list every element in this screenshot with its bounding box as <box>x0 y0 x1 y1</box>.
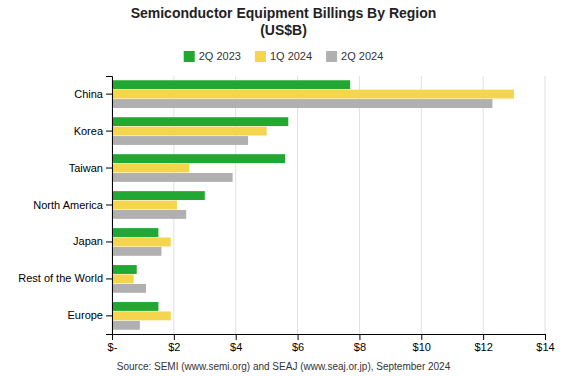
y-tick: China <box>74 88 112 100</box>
tick-mark <box>106 278 112 279</box>
chart-svg: $- $2 $4 $6 $8 $10 $12 $14 China Korea Taiwan North… <box>0 0 567 376</box>
bar <box>112 302 158 311</box>
y-tick: Korea <box>74 125 112 137</box>
chart-container: $- $2 $4 $6 $8 $10 $12 $14 China Korea Taiwan North… <box>0 0 567 376</box>
x-tick: $10 <box>413 334 431 353</box>
legend-swatch <box>255 51 266 62</box>
tick-mark <box>421 334 422 340</box>
bar <box>112 127 267 136</box>
tick-label: China <box>74 88 104 100</box>
title: Semiconductor Equipment Billings By Regi… <box>131 5 437 38</box>
bar-series <box>112 80 350 311</box>
x-axis: $- $2 $4 $6 $8 $10 $12 $14 <box>108 334 555 353</box>
tick-label: $2 <box>168 341 180 353</box>
bar <box>112 117 288 126</box>
legend-item: 1Q 2024 <box>255 50 312 62</box>
bar <box>112 201 177 210</box>
y-tick: North America <box>33 199 112 211</box>
axis-domain <box>106 77 113 335</box>
legend-swatch <box>326 51 337 62</box>
tick-label: Rest of the World <box>18 272 103 284</box>
bar <box>112 136 248 145</box>
bar <box>112 173 233 182</box>
tick-mark <box>298 334 299 340</box>
bar <box>112 154 285 163</box>
grid-line <box>421 76 422 334</box>
grid-line <box>297 76 298 334</box>
bar <box>112 311 171 320</box>
bar <box>112 80 350 89</box>
tick-label: Korea <box>74 125 104 137</box>
grid-line <box>483 76 484 334</box>
grid-line <box>235 76 236 334</box>
bar <box>112 247 161 256</box>
legend-label: 2Q 2024 <box>341 50 383 62</box>
bar-series <box>112 99 492 330</box>
tick-mark <box>106 168 112 169</box>
tick-mark <box>106 205 112 206</box>
tick-label: $10 <box>413 341 431 353</box>
x-tick: $4 <box>230 334 242 353</box>
bar <box>112 210 186 219</box>
tick-label: $- <box>108 341 118 353</box>
legend-swatch <box>184 51 195 62</box>
bar-series <box>112 90 514 321</box>
x-tick: $8 <box>354 334 366 353</box>
bar <box>112 274 134 283</box>
x-tick: $14 <box>536 334 554 353</box>
tick-label: Japan <box>73 235 103 247</box>
tick-mark <box>106 94 112 95</box>
tick-mark <box>236 334 237 340</box>
bars <box>112 80 514 329</box>
tick-label: North America <box>33 199 104 211</box>
grid-line <box>359 76 360 334</box>
grid-line <box>545 76 546 334</box>
bar <box>112 228 158 237</box>
legend-label: 1Q 2024 <box>270 50 312 62</box>
tick-mark <box>106 241 112 242</box>
x-tick: $- <box>108 334 118 353</box>
x-tick: $6 <box>292 334 304 353</box>
tick-mark <box>106 131 112 132</box>
x-tick: $2 <box>168 334 180 353</box>
bar <box>112 238 171 247</box>
y-tick: Rest of the World <box>18 272 112 284</box>
bar <box>112 265 137 274</box>
tick-label: $6 <box>292 341 304 353</box>
tick-label: $4 <box>230 341 242 353</box>
tick-mark <box>174 334 175 340</box>
legend: 2Q 2023 1Q 2024 2Q 2024 <box>184 50 384 62</box>
tick-label: Taiwan <box>69 162 103 174</box>
bar <box>112 321 140 330</box>
y-tick: Europe <box>68 309 112 321</box>
tick-mark <box>545 334 546 340</box>
tick-mark <box>359 334 360 340</box>
legend-label: 2Q 2023 <box>199 50 241 62</box>
bar <box>112 284 146 293</box>
axis-domain <box>113 335 546 341</box>
bar <box>112 164 189 173</box>
bar <box>112 191 205 200</box>
tick-mark <box>106 315 112 316</box>
legend-item: 2Q 2023 <box>184 50 241 62</box>
tick-label: $8 <box>354 341 366 353</box>
y-tick: Taiwan <box>69 162 112 174</box>
bar <box>112 90 514 99</box>
tick-label: $14 <box>536 341 554 353</box>
subtitle: Source: SEMI (www.semi.org) and SEAJ (ww… <box>117 361 451 372</box>
x-tick: $12 <box>474 334 492 353</box>
y-tick: Japan <box>73 235 112 247</box>
y-axis: China Korea Taiwan North America Japan Rest o… <box>18 77 112 335</box>
tick-mark <box>483 334 484 340</box>
grid <box>112 76 545 334</box>
tick-label: $12 <box>474 341 492 353</box>
tick-label: Europe <box>68 309 103 321</box>
bar <box>112 99 492 108</box>
legend-item: 2Q 2024 <box>326 50 383 62</box>
